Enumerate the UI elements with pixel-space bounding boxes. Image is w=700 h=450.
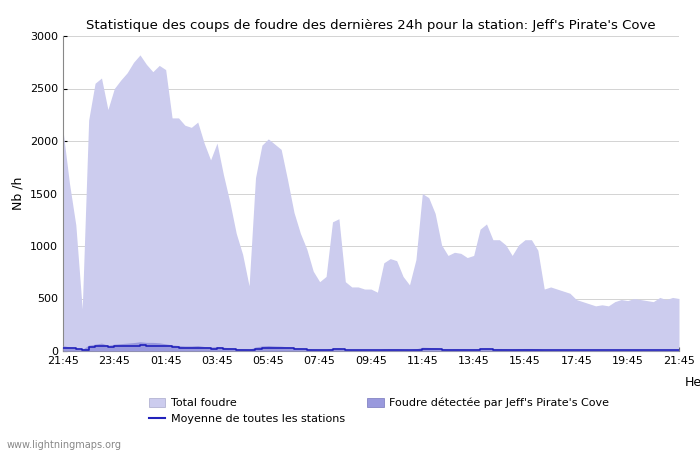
- Text: www.lightningmaps.org: www.lightningmaps.org: [7, 440, 122, 450]
- Y-axis label: Nb /h: Nb /h: [11, 177, 25, 210]
- Text: Heure: Heure: [685, 376, 700, 389]
- Legend: Total foudre, Moyenne de toutes les stations, Foudre détectée par Jeff's Pirate': Total foudre, Moyenne de toutes les stat…: [148, 397, 610, 424]
- Title: Statistique des coups de foudre des dernières 24h pour la station: Jeff's Pirate: Statistique des coups de foudre des dern…: [86, 19, 656, 32]
